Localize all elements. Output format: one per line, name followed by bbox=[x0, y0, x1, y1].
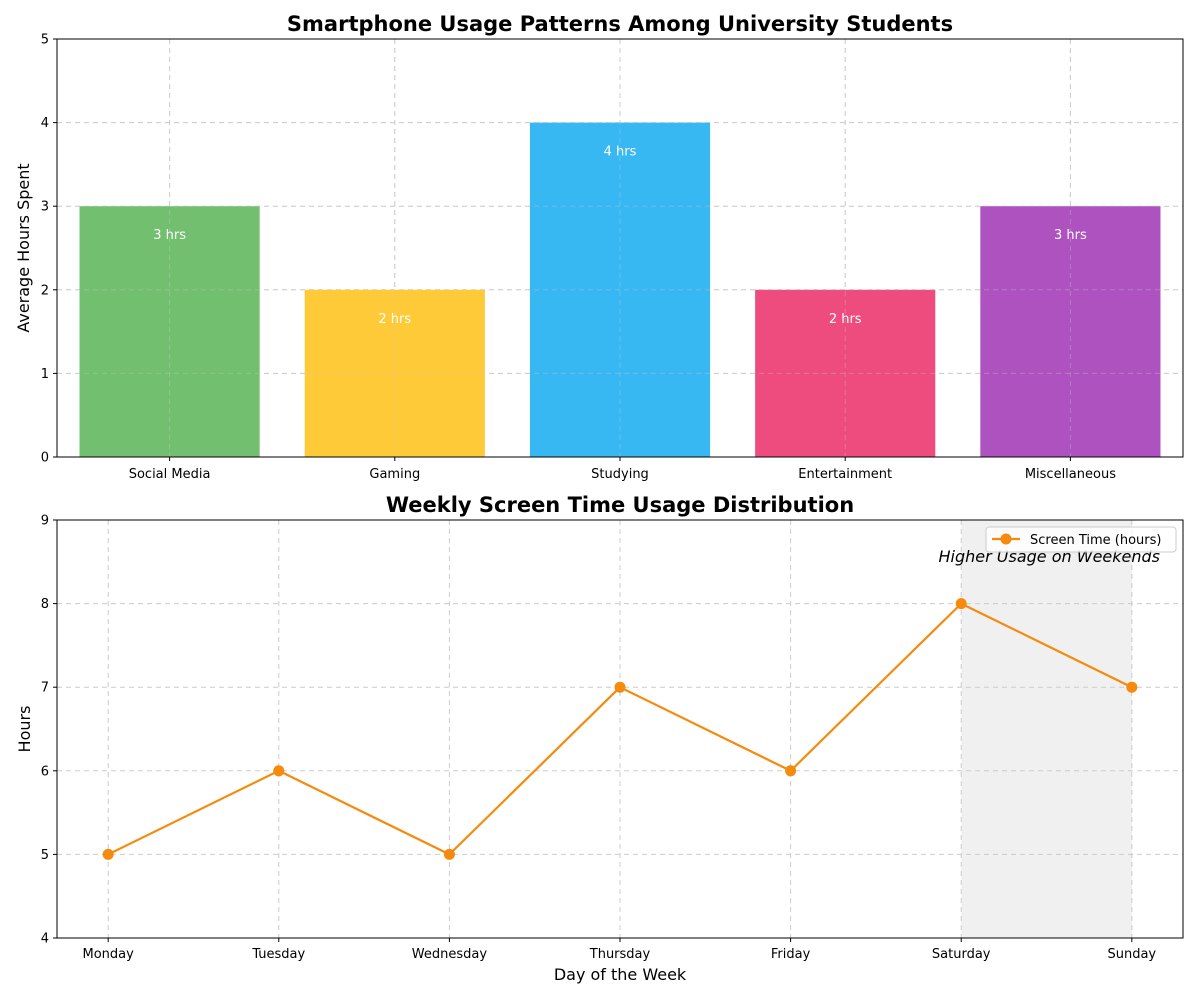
bar-value-label: 2 hrs bbox=[378, 312, 411, 327]
bar-chart-xtick-label: Gaming bbox=[369, 467, 420, 482]
line-chart-xtick-label: Sunday bbox=[1107, 947, 1156, 962]
screen-time-point bbox=[955, 598, 967, 610]
bar-chart-ytick-label: 0 bbox=[41, 451, 49, 466]
bar-value-label: 2 hrs bbox=[829, 312, 862, 327]
bar-value-label: 3 hrs bbox=[1054, 228, 1087, 243]
line-chart-ytick-label: 7 bbox=[41, 681, 49, 696]
screen-time-point bbox=[443, 848, 455, 860]
bar-chart-ytick-label: 3 bbox=[41, 200, 49, 215]
bar-chart-ytick-label: 1 bbox=[41, 367, 49, 382]
screen-time-point bbox=[785, 765, 797, 777]
screen-time-point bbox=[273, 765, 285, 777]
line-chart-ytick-label: 6 bbox=[41, 764, 49, 779]
bar-value-label: 3 hrs bbox=[153, 228, 186, 243]
bar-chart-ytick-label: 5 bbox=[41, 33, 49, 48]
legend-entry-label: Screen Time (hours) bbox=[1030, 533, 1161, 548]
line-chart-ytick-label: 4 bbox=[41, 932, 49, 947]
bar bbox=[755, 289, 936, 457]
line-chart-series bbox=[102, 598, 1138, 860]
line-chart-legend: Screen Time (hours) bbox=[985, 526, 1177, 553]
bar-chart-xtick-label: Miscellaneous bbox=[1025, 467, 1116, 482]
line-chart-ytick-label: 8 bbox=[41, 597, 49, 612]
bar-chart-axes: 0 1 2 3 4 5 Social Media Gaming Studying Entertai… bbox=[41, 33, 1184, 482]
line-chart-xtick-label: Saturday bbox=[932, 947, 991, 962]
line-chart-ytick-label: 5 bbox=[41, 848, 49, 863]
bar-value-label: 4 hrs bbox=[604, 145, 637, 160]
bar-chart-ytick-label: 4 bbox=[41, 116, 49, 131]
line-chart-xtick-label: Thursday bbox=[589, 947, 651, 962]
line-chart-highlight bbox=[961, 520, 1132, 938]
line-chart-xlabel: Day of the Week bbox=[554, 965, 687, 984]
bar bbox=[79, 206, 260, 457]
bar bbox=[980, 206, 1161, 457]
line-chart-xtick-label: Wednesday bbox=[412, 947, 488, 962]
legend-frame bbox=[985, 526, 1177, 553]
screen-time-point bbox=[1126, 681, 1138, 693]
bar-chart-frame bbox=[56, 38, 1184, 458]
bar-chart-bars: 3 hrs 2 hrs 4 hrs 2 hrs 3 hrs bbox=[57, 38, 1183, 458]
line-chart-axes: 4 5 6 7 8 9 Monday Tuesday Wednesday Thursday Frid… bbox=[41, 514, 1184, 962]
line-chart-xtick-label: Tuesday bbox=[251, 947, 305, 962]
screen-time-point bbox=[102, 848, 114, 860]
line-chart-ylabel: Hours bbox=[15, 706, 34, 753]
line-chart: Weekly Screen Time Usage Distribution Ho… bbox=[15, 493, 1184, 984]
line-chart-xtick-label: Monday bbox=[83, 947, 135, 962]
line-chart-title: Weekly Screen Time Usage Distribution bbox=[386, 493, 854, 517]
bar-chart-ylabel: Average Hours Spent bbox=[14, 163, 33, 332]
weekend-highlight-band bbox=[961, 520, 1132, 938]
bar-chart: Smartphone Usage Patterns Among Universi… bbox=[14, 12, 1184, 482]
screen-time-point bbox=[614, 681, 626, 693]
line-chart-frame bbox=[56, 519, 1184, 939]
bar-chart-xtick-label: Entertainment bbox=[798, 467, 892, 482]
bar-chart-xtick-label: Studying bbox=[591, 467, 649, 482]
bar-chart-title: Smartphone Usage Patterns Among Universi… bbox=[287, 12, 953, 36]
line-chart-xtick-label: Friday bbox=[771, 947, 811, 962]
bar bbox=[304, 289, 485, 457]
line-chart-ytick-label: 9 bbox=[41, 514, 49, 529]
legend-marker-swatch bbox=[1000, 533, 1012, 545]
bar-chart-xtick-label: Social Media bbox=[129, 467, 211, 482]
bar-chart-ytick-label: 2 bbox=[41, 283, 49, 298]
bar bbox=[529, 122, 711, 457]
